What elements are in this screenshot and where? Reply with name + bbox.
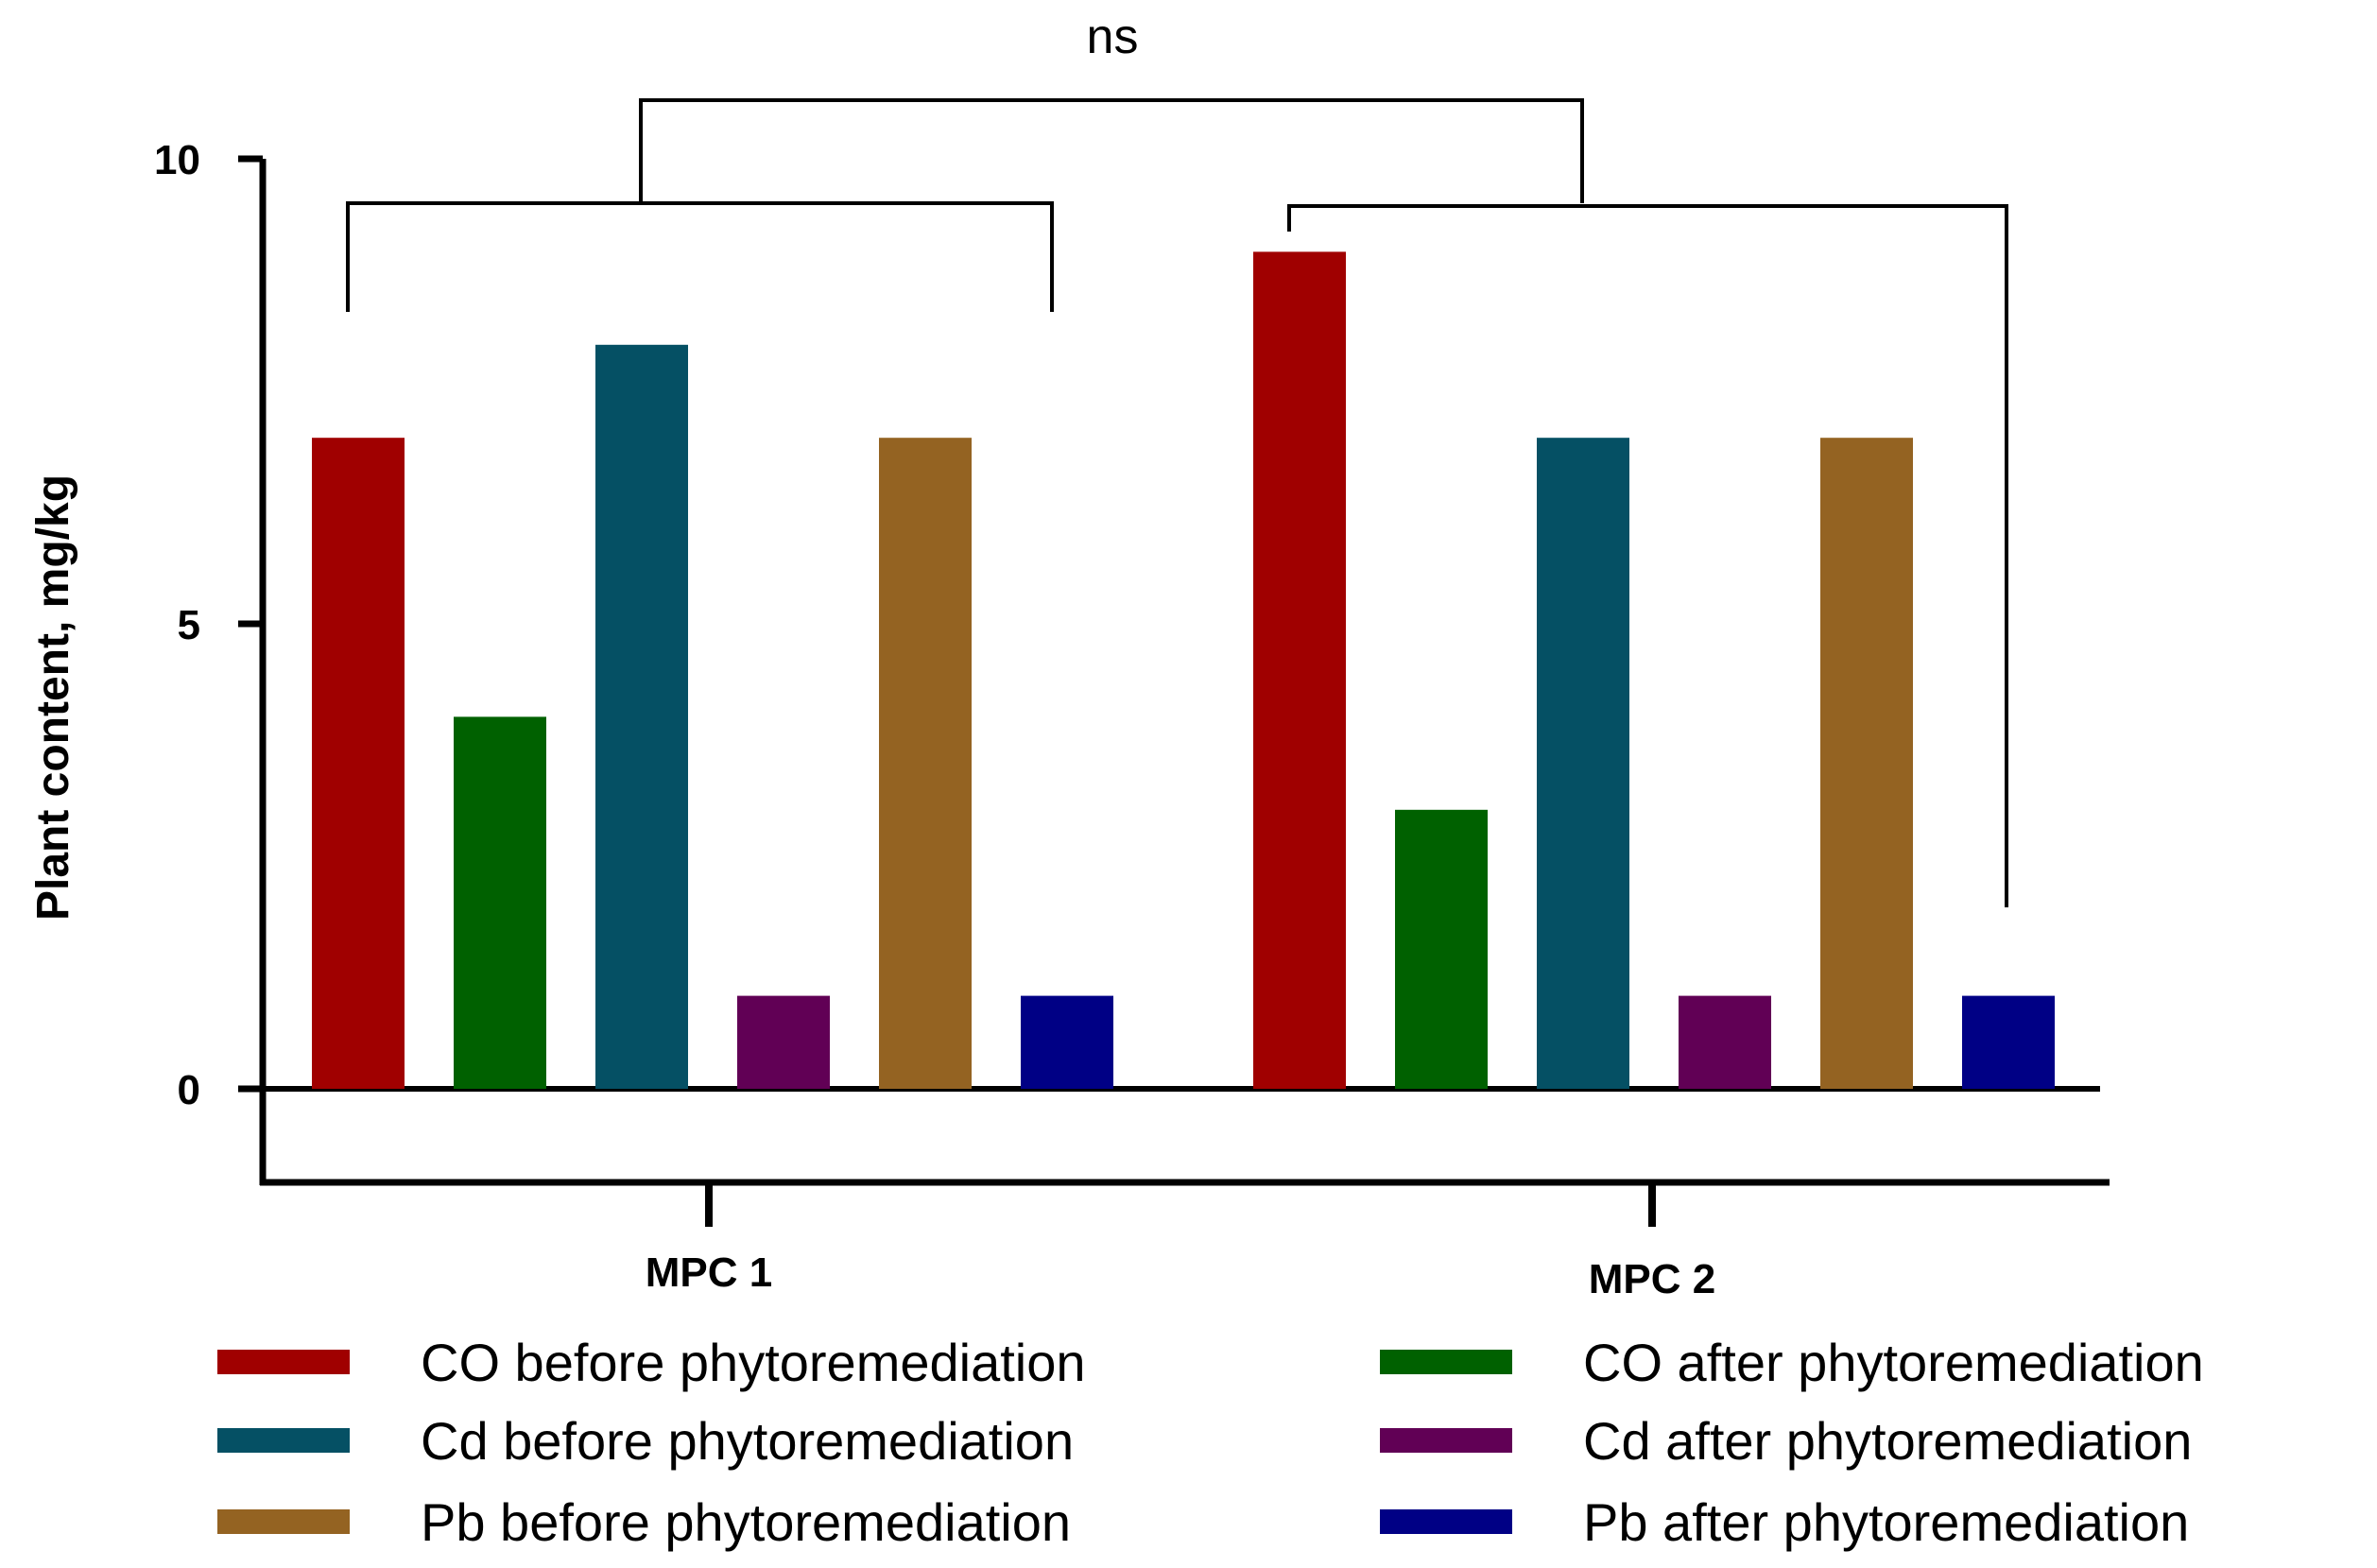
legend-label: Pb after phytoremediation: [1583, 1492, 2189, 1552]
bar-mpc1-series-1: [454, 716, 546, 1089]
legend-swatch: [217, 1350, 350, 1374]
bar-mpc1-series-3: [737, 995, 830, 1089]
bar-mpc2-series-2: [1537, 438, 1629, 1089]
bar-mpc1-series-2: [595, 344, 688, 1089]
legend-swatch: [1380, 1509, 1512, 1534]
significance-label: ns: [1087, 9, 1139, 64]
bar-mpc2-series-4: [1820, 438, 1913, 1089]
y-axis-label: Plant content, mg/kg: [28, 474, 78, 921]
bar-mpc2-series-5: [1962, 995, 2055, 1089]
legend-label: Pb before phytoremediation: [421, 1492, 1071, 1552]
y-ticks: 0 5 10: [154, 137, 263, 1113]
significance-brackets: ns: [346, 9, 2008, 907]
bar-mpc2-series-3: [1679, 995, 1771, 1089]
legend-label: Cd after phytoremediation: [1583, 1411, 2192, 1471]
legend-label: Cd before phytoremediation: [421, 1411, 1074, 1471]
legend-swatch: [217, 1428, 350, 1453]
legend-swatch: [1380, 1428, 1512, 1453]
bar-mpc1-series-4: [879, 438, 972, 1089]
bar-mpc2-series-0: [1253, 251, 1346, 1089]
bracket-ns: [639, 98, 1584, 203]
legend-label: CO before phytoremediation: [421, 1333, 1086, 1392]
y-tick-label: 0: [178, 1067, 200, 1113]
y-tick-label: 10: [154, 137, 200, 183]
bracket-mpc2: [1287, 204, 2008, 907]
category-label-mpc1: MPC 1: [646, 1249, 772, 1296]
bracket-mpc1: [346, 201, 1054, 312]
bar-mpc1-series-5: [1021, 995, 1113, 1089]
bar-mpc1-series-0: [312, 438, 405, 1089]
category-label-mpc2: MPC 2: [1589, 1256, 1715, 1302]
y-tick-label: 5: [178, 602, 200, 648]
legend-label: CO after phytoremediation: [1583, 1333, 2204, 1392]
legend-swatch: [217, 1509, 350, 1534]
legend-swatch: [1380, 1350, 1512, 1374]
legend: CO before phytoremediation CO after phyto…: [217, 1333, 2204, 1552]
bars: [312, 251, 2055, 1089]
bar-mpc2-series-1: [1395, 809, 1488, 1089]
